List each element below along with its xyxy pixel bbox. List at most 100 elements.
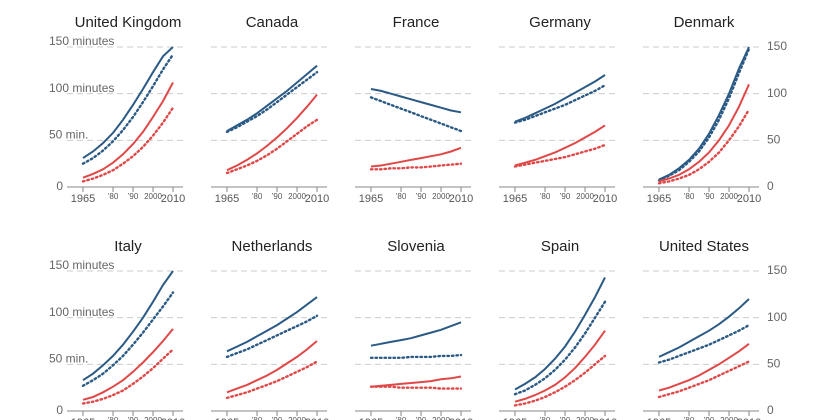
x-tick-label: ’80 bbox=[396, 192, 407, 201]
series-line bbox=[226, 64, 318, 132]
x-tick-label: 2010 bbox=[161, 193, 185, 205]
x-tick-label: 2000 bbox=[576, 416, 594, 420]
x-tick-label: ’90 bbox=[416, 192, 427, 201]
x-tick-label: 2000 bbox=[144, 416, 162, 420]
series-line bbox=[514, 330, 606, 403]
series-line bbox=[225, 71, 319, 134]
y-tick-label: 0 bbox=[56, 403, 63, 417]
panel-title: Canada bbox=[246, 14, 299, 31]
series-line bbox=[369, 353, 463, 359]
series-line bbox=[226, 93, 318, 172]
panel-title: Italy bbox=[114, 238, 142, 255]
x-tick-label: ’90 bbox=[128, 192, 139, 201]
x-tick-label: ’90 bbox=[704, 192, 715, 201]
y-tick-label: 0 bbox=[767, 403, 774, 417]
series-line bbox=[226, 340, 318, 394]
series-line bbox=[81, 291, 175, 387]
x-tick-label: ’80 bbox=[684, 416, 695, 420]
x-tick-label: ’80 bbox=[108, 192, 119, 201]
y-tick-label: 100 minutes bbox=[49, 305, 114, 319]
series-line bbox=[369, 96, 463, 133]
x-tick-label: 1965 bbox=[503, 417, 527, 420]
x-tick-label: 2010 bbox=[593, 417, 617, 420]
panel-title: France bbox=[393, 14, 440, 31]
y-tick-label: 100 minutes bbox=[49, 81, 114, 95]
y-tick-label: 150 bbox=[767, 263, 787, 277]
x-tick-label: 2000 bbox=[432, 416, 450, 420]
x-tick-label: ’80 bbox=[252, 416, 263, 420]
series-line bbox=[370, 88, 462, 114]
x-tick-label: 2000 bbox=[720, 192, 738, 201]
panel-title: Netherlands bbox=[232, 238, 313, 255]
x-tick-label: 2000 bbox=[144, 192, 162, 201]
x-tick-label: 1965 bbox=[647, 193, 671, 205]
series-line bbox=[82, 46, 174, 159]
x-tick-label: ’80 bbox=[684, 192, 695, 201]
series-line bbox=[513, 143, 607, 168]
series-line bbox=[513, 354, 607, 407]
series-line bbox=[81, 348, 175, 405]
x-tick-label: 1965 bbox=[215, 417, 239, 420]
series-line bbox=[81, 53, 175, 165]
x-tick-label: 1965 bbox=[359, 417, 383, 420]
y-tick-label: 50 min. bbox=[49, 128, 88, 142]
series-line bbox=[369, 385, 463, 390]
y-tick-label: 100 bbox=[767, 310, 787, 324]
x-tick-label: ’80 bbox=[396, 416, 407, 420]
series-line bbox=[514, 124, 606, 167]
x-tick-label: ’90 bbox=[272, 192, 283, 201]
x-tick-label: ’90 bbox=[272, 416, 283, 420]
x-tick-label: 2010 bbox=[305, 417, 329, 420]
series-line bbox=[226, 296, 318, 353]
series-line bbox=[370, 321, 462, 347]
series-line bbox=[514, 74, 606, 123]
series-line bbox=[658, 46, 750, 181]
series-line bbox=[225, 314, 319, 359]
x-tick-label: ’80 bbox=[540, 192, 551, 201]
x-tick-label: 2000 bbox=[720, 416, 738, 420]
x-tick-label: 1965 bbox=[215, 193, 239, 205]
x-tick-label: 1965 bbox=[71, 417, 95, 420]
panel-title: Spain bbox=[541, 238, 579, 255]
series-line bbox=[369, 162, 463, 171]
series-line bbox=[513, 300, 607, 396]
y-tick-label: 50 bbox=[767, 357, 781, 371]
x-tick-label: 1965 bbox=[647, 417, 671, 420]
x-tick-label: ’90 bbox=[560, 416, 571, 420]
series-line bbox=[658, 343, 750, 392]
x-tick-label: 2000 bbox=[288, 416, 306, 420]
x-tick-label: 2010 bbox=[737, 193, 761, 205]
x-tick-label: 2010 bbox=[449, 193, 473, 205]
series-line bbox=[81, 106, 175, 183]
series-line bbox=[658, 298, 750, 358]
panel-title: Germany bbox=[529, 14, 591, 31]
x-tick-label: 2000 bbox=[288, 192, 306, 201]
y-tick-label: 150 minutes bbox=[49, 258, 114, 272]
panel-title: Denmark bbox=[674, 14, 735, 31]
y-tick-label: 150 minutes bbox=[49, 34, 114, 48]
x-tick-label: ’80 bbox=[540, 416, 551, 420]
series-line bbox=[657, 323, 751, 364]
y-tick-label: 50 min. bbox=[49, 352, 88, 366]
panel-title: Slovenia bbox=[387, 238, 445, 255]
series-line bbox=[658, 83, 750, 183]
series-line bbox=[225, 360, 319, 400]
series-line bbox=[657, 360, 751, 399]
x-tick-label: ’90 bbox=[704, 416, 715, 420]
x-tick-label: ’80 bbox=[252, 192, 263, 201]
x-tick-label: 2010 bbox=[737, 417, 761, 420]
series-line bbox=[657, 47, 751, 182]
series-line bbox=[370, 375, 462, 388]
x-tick-label: 2010 bbox=[161, 417, 185, 420]
x-tick-label: 2010 bbox=[305, 193, 329, 205]
y-tick-label: 50 bbox=[767, 133, 781, 147]
x-tick-label: 2010 bbox=[593, 193, 617, 205]
series-line bbox=[514, 277, 606, 391]
x-tick-label: 1965 bbox=[359, 193, 383, 205]
x-tick-label: 2000 bbox=[432, 192, 450, 201]
y-tick-label: 0 bbox=[767, 179, 774, 193]
series-line bbox=[657, 108, 751, 185]
series-line bbox=[82, 328, 174, 401]
